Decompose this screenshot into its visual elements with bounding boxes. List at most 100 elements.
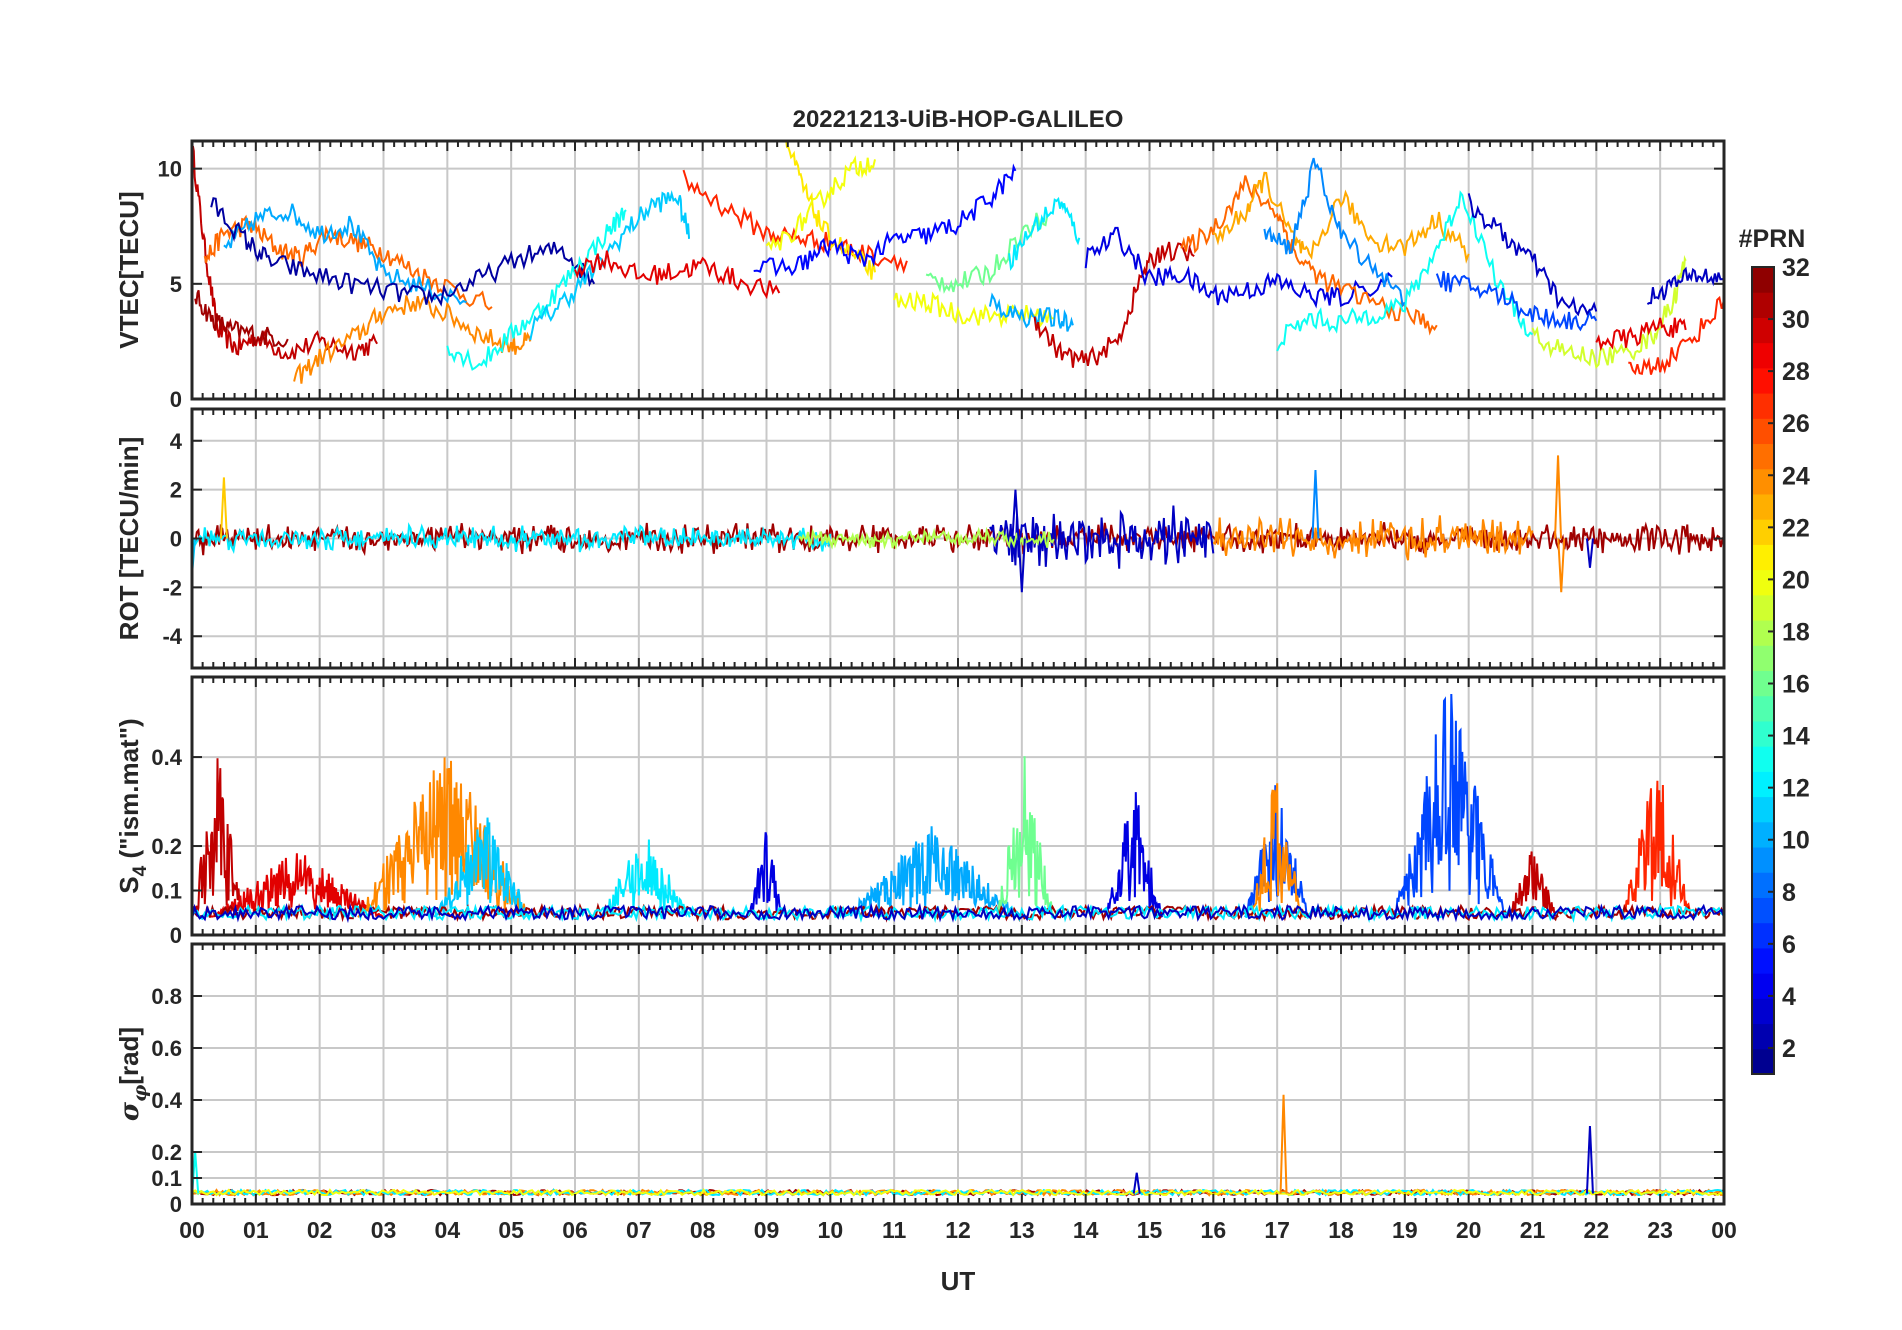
colorbar-segment — [1752, 796, 1774, 823]
colorbar-tick-label: 26 — [1782, 410, 1810, 438]
colorbar-segment — [1752, 342, 1774, 369]
series-group-s4 — [192, 693, 1724, 924]
colorbar-segment — [1752, 393, 1774, 419]
rot-series-prn-24 — [1212, 515, 1534, 561]
colorbar-tick-label: 2 — [1782, 1035, 1796, 1063]
x-axis-label: UT — [941, 1266, 976, 1296]
colorbar-segment — [1752, 544, 1774, 571]
colorbar-segment — [1752, 922, 1774, 949]
colorbar-segment — [1752, 594, 1774, 621]
series-group-vtec — [192, 141, 1724, 384]
spike-prn-3 — [1132, 1172, 1141, 1194]
x-tick-label: 21 — [1520, 1217, 1546, 1243]
vtec-series-prn-24 — [293, 295, 532, 384]
series-group-sigma — [192, 1094, 1724, 1197]
colorbar-segment — [1752, 720, 1774, 747]
vtec-series-prn-3 — [1646, 266, 1724, 305]
spike-prn-3 — [1011, 489, 1020, 539]
vtec-series-prn-13 — [1276, 190, 1534, 352]
panel-s4: 0 0.1 0.2 0.4S4 ("ism.mat") — [114, 675, 1726, 948]
vtec-series-prn-20 — [765, 155, 876, 252]
y-tick-label-sigma: 0.2 — [151, 1140, 182, 1165]
spike-prn-3 — [1017, 538, 1026, 593]
colorbar-segment — [1752, 821, 1774, 848]
colorbar-tick-label: 32 — [1782, 254, 1810, 282]
vtec-series-prn-13 — [446, 207, 627, 371]
y-tick-label-sigma: 0.8 — [151, 984, 182, 1009]
y-axis-label-vtec: VTEC[TECU] — [114, 191, 144, 348]
ticks-vtec — [191, 141, 1725, 400]
panel-rot: -4 -2 0 2 4 ROT [TECU/min] — [114, 407, 1726, 670]
ticks-rot — [191, 409, 1725, 668]
y-tick-label-vtec: 5 — [170, 272, 182, 297]
s4-baseline-prn-3 — [192, 902, 1724, 924]
y-tick-label-s4: 0.1 — [151, 879, 182, 904]
colorbar-segment — [1752, 292, 1774, 318]
vtec-series-prn-27 — [682, 169, 908, 275]
s4-series-prn-29 — [210, 853, 384, 919]
spike-prn-24 — [1557, 538, 1566, 593]
colorbar-tick-label: 18 — [1782, 618, 1810, 646]
chart-title: 20221213-UiB-HOP-GALILEO — [793, 106, 1124, 133]
y-tick-label-sigma: 0.4 — [151, 1088, 182, 1113]
colorbar-tick-label: 20 — [1782, 566, 1810, 594]
x-tick-label: 13 — [1009, 1217, 1035, 1243]
s4-series-prn-7 — [1391, 693, 1508, 918]
x-tick-label: 20 — [1456, 1217, 1482, 1243]
x-tick-label: 10 — [818, 1217, 844, 1243]
x-tick-label: 07 — [626, 1217, 652, 1243]
sigma-baseline-prn-20 — [192, 1188, 1724, 1197]
y-tick-label-rot: 0 — [170, 527, 182, 552]
colorbar-tick-label: 10 — [1782, 827, 1810, 855]
colorbar-segment — [1752, 897, 1774, 924]
x-tick-label: 01 — [243, 1217, 269, 1243]
s4-series-prn-27 — [1621, 780, 1693, 918]
x-tick-label: 00 — [179, 1217, 205, 1243]
colorbar-segment — [1752, 645, 1774, 671]
colorbar-tick-label: 28 — [1782, 358, 1810, 386]
vtec-series-prn-3 — [1467, 193, 1598, 317]
colorbar-tick-label: 24 — [1782, 462, 1810, 490]
y-axis-label-s4: S4 ("ism.mat") — [114, 718, 151, 893]
spike-prn-22 — [219, 477, 228, 539]
x-tick-label: 12 — [945, 1217, 971, 1243]
spike-prn-11 — [192, 538, 196, 576]
colorbar-frame — [1751, 266, 1775, 1075]
vtec-series-prn-20 — [893, 289, 1054, 329]
colorbar-segment — [1752, 670, 1774, 697]
colorbar-tick-label: 4 — [1782, 983, 1796, 1011]
grid-sigma — [191, 944, 1725, 1205]
colorbar-segment — [1752, 746, 1774, 772]
rot-series-prn-12 — [192, 522, 832, 554]
colorbar-segment — [1752, 1023, 1774, 1050]
vtec-series-prn-7 — [1435, 271, 1598, 332]
y-tick-label-s4: 0.4 — [151, 745, 182, 770]
spike-prn-3 — [1585, 538, 1594, 568]
y-tick-label-rot: 4 — [170, 429, 183, 454]
colorbar-segment — [1752, 367, 1774, 394]
x-tick-label: 17 — [1264, 1217, 1290, 1243]
vtec-series-prn-29 — [574, 250, 781, 300]
colorbar-segment — [1752, 695, 1774, 722]
colorbar-segment — [1752, 317, 1774, 344]
colorbar-segment — [1752, 569, 1774, 596]
x-tick-label: 14 — [1073, 1217, 1099, 1243]
colorbar-tick-label: 8 — [1782, 879, 1796, 907]
x-tick-label: 22 — [1584, 1217, 1610, 1243]
colorbar-segment — [1752, 1048, 1774, 1075]
spike-prn-3 — [1585, 1125, 1594, 1194]
s4-series-prn-30 — [192, 758, 245, 918]
spike-prn-24 — [1279, 1094, 1288, 1194]
vtec-series-prn-30 — [192, 145, 378, 361]
vtec-series-prn-4 — [1084, 226, 1393, 309]
x-tick-label: 19 — [1392, 1217, 1418, 1243]
y-tick-label-sigma: 0.1 — [151, 1166, 182, 1191]
vtec-series-prn-12 — [1008, 196, 1081, 272]
colorbar-tick-label: 12 — [1782, 775, 1810, 803]
panel-sigma: 00.10.2 0.4 0.6 0.8σφ[rad] — [114, 942, 1726, 1217]
vtec-series-prn-10 — [988, 292, 1074, 332]
colorbar-label: #PRN — [1739, 225, 1806, 253]
y-axis-label-rot: ROT [TECU/min] — [114, 437, 144, 641]
